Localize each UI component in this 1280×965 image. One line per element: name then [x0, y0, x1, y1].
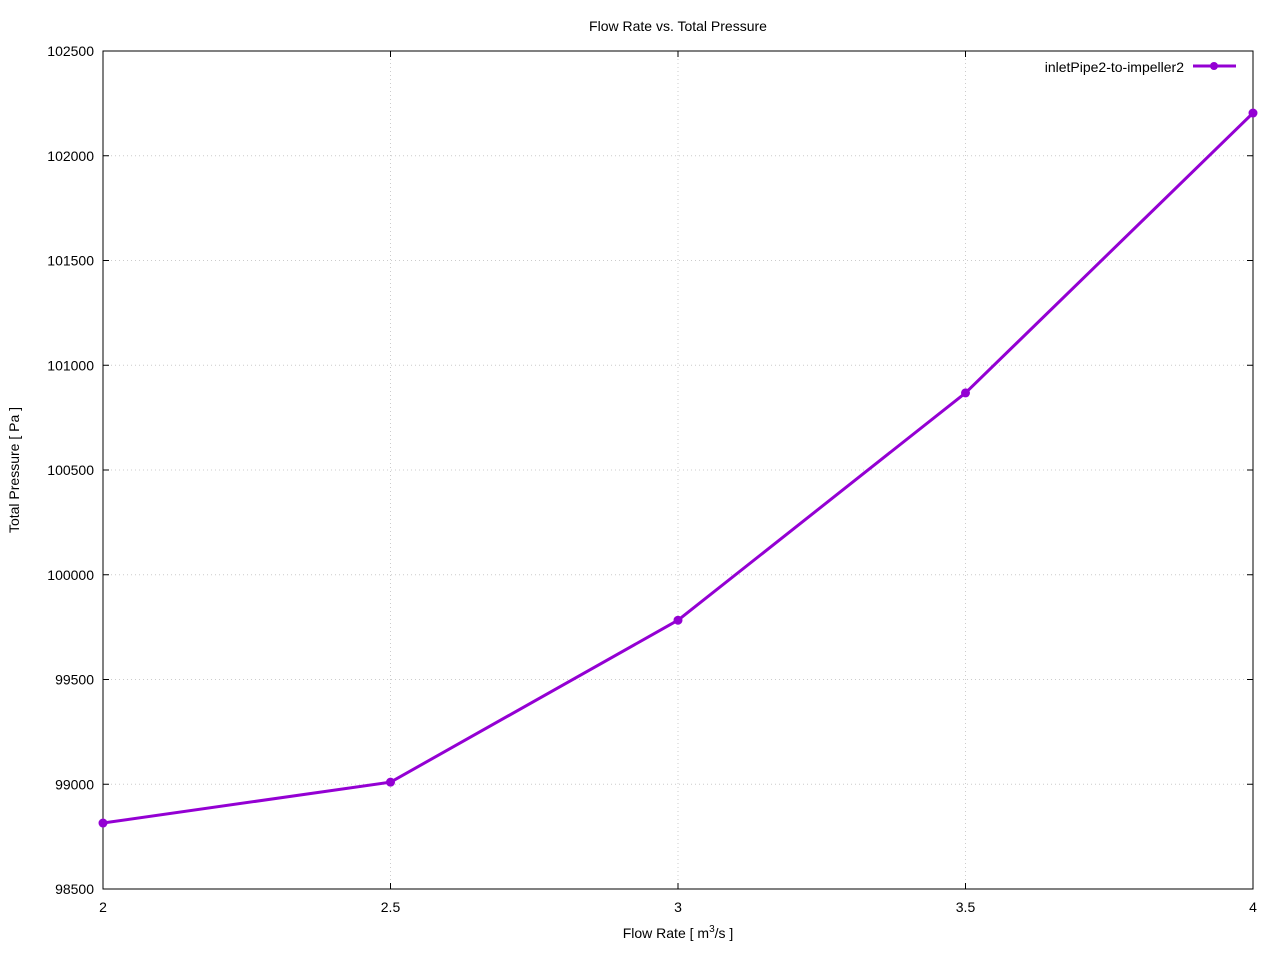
series: [98, 108, 1258, 828]
y-axis-label: Total Pressure [ Pa ]: [6, 407, 22, 533]
y-tick-label: 101500: [47, 253, 94, 269]
data-point: [1248, 108, 1258, 118]
y-tick-label: 101000: [47, 357, 94, 373]
legend-marker: [1210, 62, 1218, 70]
legend: inletPipe2-to-impeller2: [1045, 59, 1236, 75]
y-tick-label: 100000: [47, 567, 94, 583]
chart-title: Flow Rate vs. Total Pressure: [589, 18, 767, 34]
x-axis-label-sup: 3: [709, 924, 715, 935]
x-tick-label: 2: [99, 899, 107, 915]
x-tick-label: 4: [1249, 899, 1257, 915]
x-tick-label: 3.5: [956, 899, 976, 915]
x-tick-label: 2.5: [381, 899, 401, 915]
ticks: 2 2.5 3 3.5 4 98500 99000 99500 100000 100500 1010…: [47, 43, 1257, 915]
y-tick-label: 99500: [55, 672, 94, 688]
y-tick-label: 102000: [47, 148, 94, 164]
data-point: [98, 818, 108, 828]
data-point: [961, 388, 970, 398]
grid: [103, 51, 1253, 889]
data-point: [673, 615, 683, 625]
x-tick-label: 3: [674, 899, 682, 915]
y-tick-label: 99000: [55, 776, 94, 792]
data-point: [386, 777, 395, 787]
x-axis-label-tail: /s ]: [715, 925, 734, 941]
y-tick-label: 100500: [47, 462, 94, 478]
legend-label: inletPipe2-to-impeller2: [1045, 59, 1185, 75]
x-axis-label-main: Flow Rate [ m: [623, 925, 709, 941]
x-axis-label: Flow Rate [ m3/s ]: [623, 924, 734, 941]
y-tick-label: 102500: [47, 43, 94, 59]
y-tick-label: 98500: [55, 881, 94, 897]
